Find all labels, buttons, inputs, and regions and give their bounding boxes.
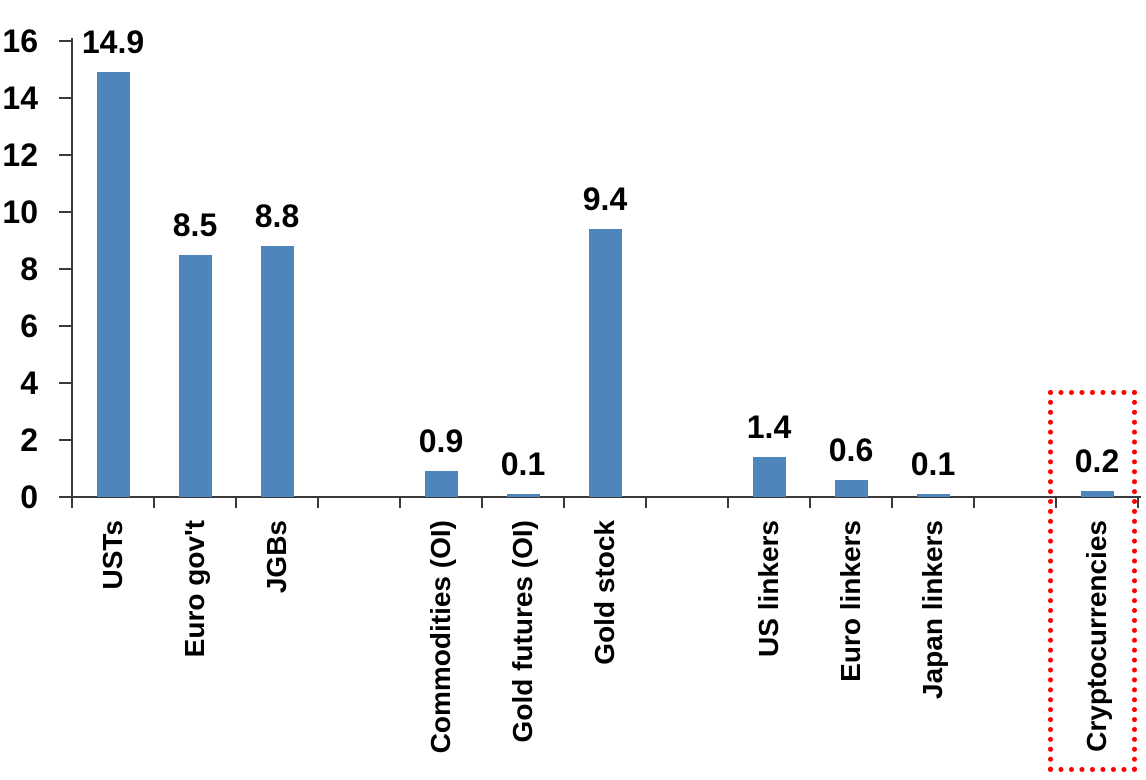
bar-usts [96,72,130,497]
y-tick-label: 2 [20,422,38,458]
x-tick [645,497,647,508]
y-tick [59,154,72,156]
bar-commodities-oi- [424,471,458,497]
bar-value-label: 9.4 [582,181,628,217]
y-tick-label: 8 [20,251,38,287]
category-label: Japan linkers [917,520,948,699]
bar-euro-gov-t [178,255,212,497]
bar-value-label: 0.1 [910,446,956,482]
category-label: Gold futures (OI) [507,520,538,743]
y-tick [59,97,72,99]
y-tick-label: 0 [20,479,38,515]
y-tick-label: 16 [2,23,38,59]
x-tick [153,497,155,508]
cryptocurrencies-highlight-box [1048,390,1137,772]
x-tick [71,497,73,508]
x-tick [481,497,483,508]
y-tick [59,325,72,327]
y-tick-label: 14 [2,80,38,116]
bar-us-linkers [752,457,786,497]
category-label: JGBs [261,520,292,594]
y-tick [59,382,72,384]
bar-value-label: 14.9 [81,24,145,60]
x-tick [891,497,893,508]
y-tick-label: 10 [2,194,38,230]
bar-value-label: 1.4 [746,409,792,445]
x-tick [317,497,319,508]
y-tick-label: 6 [20,308,38,344]
bar-value-label: 0.6 [828,432,874,468]
x-tick [399,497,401,508]
y-tick [59,439,72,441]
category-label: USTs [97,520,128,590]
category-label: Euro linkers [835,520,866,682]
category-label: Commodities (OI) [425,520,456,754]
bar-value-label: 8.8 [254,198,300,234]
y-tick [59,40,72,42]
x-axis-line [71,496,1141,498]
y-tick [59,211,72,213]
category-label: Gold stock [589,520,620,665]
y-tick [59,496,72,498]
y-tick [59,268,72,270]
bar-euro-linkers [834,480,868,497]
x-tick [235,497,237,508]
x-tick [727,497,729,508]
bar-cryptocurrencies [1080,491,1114,497]
x-tick [809,497,811,508]
bar-gold-stock [588,229,622,497]
category-label: Euro gov't [179,520,210,658]
y-axis-line [71,38,73,498]
y-tick-label: 12 [2,137,38,173]
bar-value-label: 8.5 [172,207,218,243]
bar-gold-futures-oi- [506,494,540,497]
bar-jgbs [260,246,294,497]
category-label: US linkers [753,520,784,657]
bar-japan-linkers [916,494,950,497]
x-tick [1055,497,1057,508]
y-tick-label: 4 [20,365,38,401]
bar-value-label: 0.1 [500,446,546,482]
bar-value-label: 0.2 [1074,443,1120,479]
bar-value-label: 0.9 [418,423,464,459]
x-tick [1137,497,1139,508]
x-tick [563,497,565,508]
x-tick [973,497,975,508]
